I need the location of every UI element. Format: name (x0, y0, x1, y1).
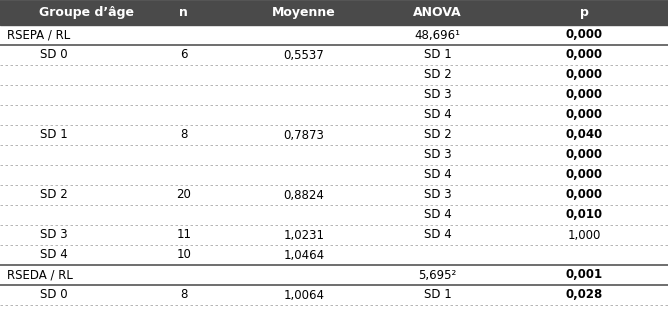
Text: 0,7873: 0,7873 (283, 128, 325, 142)
Text: 0,000: 0,000 (566, 68, 603, 82)
Text: SD 4: SD 4 (424, 108, 452, 122)
Text: SD 3: SD 3 (40, 229, 67, 241)
Text: Groupe d’âge: Groupe d’âge (39, 6, 134, 19)
Text: SD 2: SD 2 (424, 128, 452, 142)
Text: SD 1: SD 1 (424, 289, 452, 301)
Text: n: n (179, 6, 188, 19)
Text: SD 2: SD 2 (424, 68, 452, 82)
Text: 0,000: 0,000 (566, 89, 603, 101)
Text: SD 4: SD 4 (424, 229, 452, 241)
Text: 0,040: 0,040 (566, 128, 603, 142)
Text: 0,010: 0,010 (566, 209, 603, 221)
Text: 0,001: 0,001 (566, 268, 603, 282)
Text: 0,000: 0,000 (566, 149, 603, 161)
Text: SD 0: SD 0 (40, 289, 67, 301)
Text: SD 4: SD 4 (424, 209, 452, 221)
Text: SD 4: SD 4 (424, 169, 452, 181)
Text: RSEPA / RL: RSEPA / RL (7, 29, 70, 41)
Text: 1,000: 1,000 (568, 229, 601, 241)
Text: 0,028: 0,028 (566, 289, 603, 301)
Text: 0,8824: 0,8824 (283, 188, 325, 202)
Text: 8: 8 (180, 128, 188, 142)
Text: 8: 8 (180, 289, 188, 301)
Text: 0,5537: 0,5537 (283, 48, 325, 62)
Text: SD 3: SD 3 (424, 89, 452, 101)
Text: 0,000: 0,000 (566, 29, 603, 41)
Text: 0,000: 0,000 (566, 48, 603, 62)
Text: 0,000: 0,000 (566, 108, 603, 122)
Text: 10: 10 (176, 248, 191, 262)
Text: 1,0464: 1,0464 (283, 248, 325, 262)
Text: SD 1: SD 1 (40, 128, 68, 142)
Bar (0, 0, 668, 25)
Text: SD 4: SD 4 (40, 248, 68, 262)
Text: SD 3: SD 3 (424, 188, 452, 202)
Text: RSEDA / RL: RSEDA / RL (7, 268, 73, 282)
Text: SD 3: SD 3 (424, 149, 452, 161)
Text: 6: 6 (180, 48, 188, 62)
Text: p: p (580, 6, 589, 19)
Text: 0,000: 0,000 (566, 169, 603, 181)
Text: SD 1: SD 1 (424, 48, 452, 62)
Text: SD 0: SD 0 (40, 48, 67, 62)
Text: 1,0231: 1,0231 (283, 229, 325, 241)
Text: 48,696¹: 48,696¹ (415, 29, 460, 41)
Text: Moyenne: Moyenne (272, 6, 336, 19)
Text: 11: 11 (176, 229, 191, 241)
Text: SD 2: SD 2 (40, 188, 68, 202)
Text: 20: 20 (176, 188, 191, 202)
Text: 0,000: 0,000 (566, 188, 603, 202)
Text: 1,0064: 1,0064 (283, 289, 325, 301)
Text: ANOVA: ANOVA (413, 6, 462, 19)
Text: 5,695²: 5,695² (418, 268, 457, 282)
